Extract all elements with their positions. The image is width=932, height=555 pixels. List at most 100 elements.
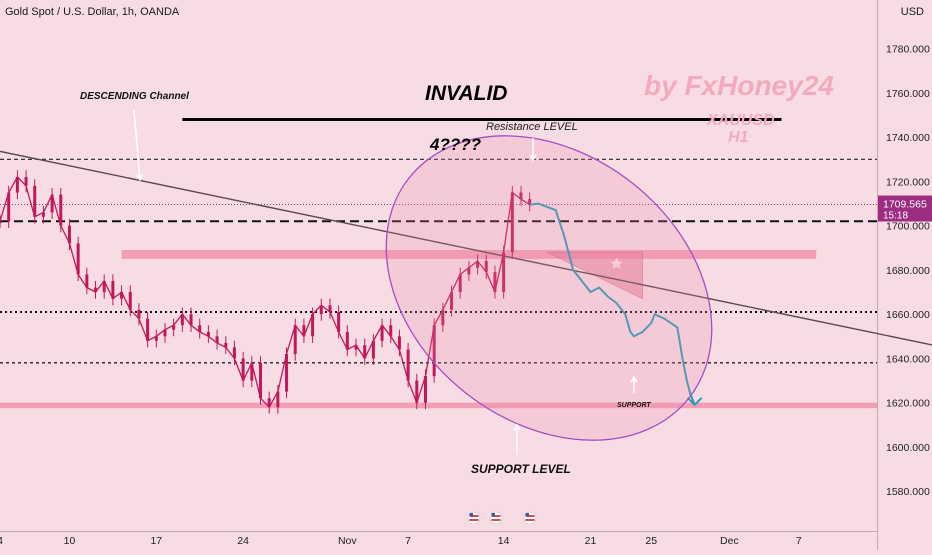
candle-body (502, 252, 506, 293)
candle-body (137, 309, 141, 319)
channel-label: DESCENDING Channel (80, 91, 189, 102)
flag-stripe (469, 515, 479, 517)
candle-body (94, 287, 98, 293)
flag-stripe (469, 519, 479, 521)
x-tick-label: 17 (150, 535, 162, 547)
x-tick-label: 7 (796, 535, 802, 547)
candle-body (337, 311, 341, 332)
candle-body (189, 314, 193, 326)
x-tick-label: 14 (498, 535, 510, 547)
candle-body (458, 274, 462, 293)
watermark-symbol: XAUUSD (706, 112, 775, 129)
candle-body (441, 309, 445, 326)
candle-body (33, 185, 37, 217)
candle-body (389, 325, 393, 337)
candle-body (59, 194, 63, 226)
candle-body (293, 325, 297, 354)
candle-body (371, 340, 375, 359)
candle-body (215, 336, 219, 343)
candle-body (111, 280, 115, 299)
candle-body (85, 274, 89, 288)
candle-body (206, 331, 210, 337)
candle-body (50, 194, 54, 213)
candle-body (484, 261, 488, 273)
candle-body (250, 362, 254, 381)
y-tick-label: 1600.000 (886, 442, 930, 454)
y-tick-label: 1700.000 (886, 221, 930, 233)
flag-stripe (525, 519, 535, 521)
resistance-arrow-head (529, 154, 537, 162)
candle-body (198, 325, 202, 332)
candle-body (493, 272, 497, 293)
candle-body (276, 391, 280, 408)
candle-body (146, 318, 150, 341)
y-tick-label: 1780.000 (886, 44, 930, 56)
resistance-label: Resistance LEVEL (486, 121, 578, 133)
candle-body (128, 292, 132, 310)
candle-body (24, 177, 28, 186)
support-level-label: SUPPORT LEVEL (471, 462, 571, 476)
y-tick-label: 1720.000 (886, 176, 930, 188)
flag-stripe (491, 519, 501, 521)
candle-body (0, 221, 2, 224)
symbol-title: Gold Spot / U.S. Dollar, 1h, OANDA (5, 6, 180, 18)
forecast-arrowhead (686, 397, 703, 407)
candle-body (76, 243, 80, 275)
candle-body (510, 192, 514, 253)
candle-body (285, 354, 289, 392)
price-badge-countdown: 15:18 (883, 211, 908, 222)
candle-body (258, 362, 262, 399)
candle-body (406, 349, 410, 381)
x-tick-label: 21 (585, 535, 597, 547)
support-zone (0, 402, 877, 409)
candle-body (450, 292, 454, 310)
flag-stripe (491, 515, 501, 517)
candle-body (319, 305, 323, 315)
flag-stripe (525, 515, 535, 517)
invalid-label: INVALID (425, 82, 507, 105)
candle-body (180, 314, 184, 326)
candle-body (67, 225, 71, 244)
forecast-path[interactable] (529, 202, 696, 406)
support-arrow-head (630, 375, 638, 383)
candle-body (380, 325, 384, 341)
candle-body (15, 177, 19, 193)
watermark-timeframe: H1 (728, 129, 749, 146)
flag-canton (469, 513, 473, 517)
candle-body (311, 314, 315, 337)
candle-body (476, 261, 480, 268)
x-tick-label: 24 (237, 535, 249, 547)
candle-body (232, 347, 236, 359)
candle-body (467, 267, 471, 275)
y-tick-label: 1680.000 (886, 265, 930, 277)
question-label: 4???? (429, 135, 482, 154)
candle-body (172, 325, 176, 330)
watermark-author: by FxHoney24 (644, 70, 834, 101)
price-badge (878, 195, 932, 222)
price-badge-value: 1709.565 (883, 199, 927, 211)
resistance-zone (121, 250, 817, 259)
candle-body (302, 325, 306, 337)
channel-arrow-head (136, 174, 144, 182)
y-tick-label: 1640.000 (886, 353, 930, 365)
y-tick-label: 1760.000 (886, 88, 930, 100)
candle-body (345, 331, 349, 350)
candle-body (328, 305, 332, 312)
currency-label: USD (900, 6, 924, 18)
price-line (0, 175, 531, 409)
candle-body (7, 192, 11, 222)
highlight-ellipse[interactable] (326, 73, 772, 503)
star-icon (610, 257, 623, 269)
candle-body (432, 325, 436, 377)
candle-body (363, 345, 367, 359)
flag-canton (525, 513, 529, 517)
support-small-label: SUPPORT (617, 402, 651, 409)
candle-body (354, 345, 358, 350)
x-tick-label: 10 (64, 535, 76, 547)
candle-body (120, 292, 124, 299)
candle-body (528, 199, 532, 205)
candle-body (519, 192, 523, 200)
candle-body (397, 336, 401, 350)
